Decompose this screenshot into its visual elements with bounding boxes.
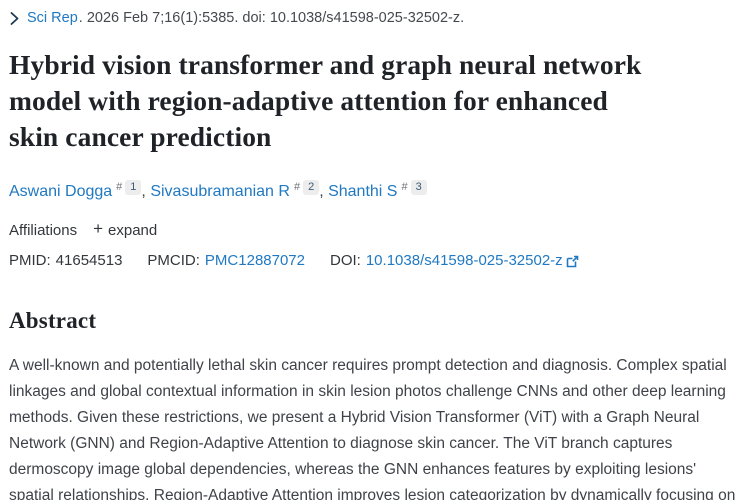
external-link-icon — [566, 255, 579, 268]
doi-label: DOI: — [330, 252, 361, 269]
pmcid-group: PMCID: PMC12887072 — [147, 252, 305, 269]
affiliations-label: Affiliations — [9, 221, 78, 239]
affiliation-badge[interactable]: 3 — [410, 180, 427, 195]
pmid-group: PMID: 41654513 — [9, 252, 122, 269]
equal-contribution-icon: # — [293, 181, 301, 193]
author-separator: , — [141, 183, 151, 200]
journal-link[interactable]: Sci Rep — [27, 10, 78, 26]
plus-icon: + — [93, 219, 104, 238]
article-ids-line: PMID: 41654513 PMCID: PMC12887072 DOI: 1… — [9, 252, 740, 269]
author-link[interactable]: Aswani Dogga — [9, 183, 113, 200]
citation-text: . 2026 Feb 7;16(1):5385. doi: 10.1038/s4… — [78, 10, 465, 26]
equal-contribution-icon: # — [401, 181, 408, 193]
affiliations-line: Affiliations + expand — [9, 219, 740, 240]
expand-button-label: expand — [108, 221, 158, 239]
author-separator: , — [319, 183, 329, 200]
article-title: Hybrid vision transformer and graph neur… — [9, 49, 642, 152]
chevron-right-icon — [9, 11, 20, 25]
pmcid-label: PMCID: — [147, 252, 200, 269]
authors-line: Aswani Dogga #1, Sivasubramanian R #2, Sha… — [9, 180, 740, 201]
pmid-value: 41654513 — [55, 252, 123, 269]
doi-group: DOI: 10.1038/s41598-025-32502-z — [330, 252, 579, 269]
abstract-paragraph: A well-known and potentially lethal skin… — [9, 357, 736, 500]
citation-line: Sci Rep . 2026 Feb 7;16(1):5385. doi: 10… — [9, 10, 740, 26]
affiliations-expand-button[interactable]: + expand — [93, 219, 158, 240]
pmcid-link[interactable]: PMC12887072 — [204, 252, 305, 269]
equal-contribution-icon: # — [116, 181, 123, 193]
author-link[interactable]: Shanthi S — [328, 183, 398, 200]
affiliation-badge[interactable]: 1 — [125, 180, 142, 195]
author-link[interactable]: Sivasubramanian R — [150, 183, 290, 200]
pmid-label: PMID: — [9, 252, 51, 269]
abstract-heading: Abstract — [9, 308, 97, 333]
affiliation-badge[interactable]: 2 — [303, 180, 320, 195]
doi-link[interactable]: 10.1038/s41598-025-32502-z — [366, 252, 579, 269]
